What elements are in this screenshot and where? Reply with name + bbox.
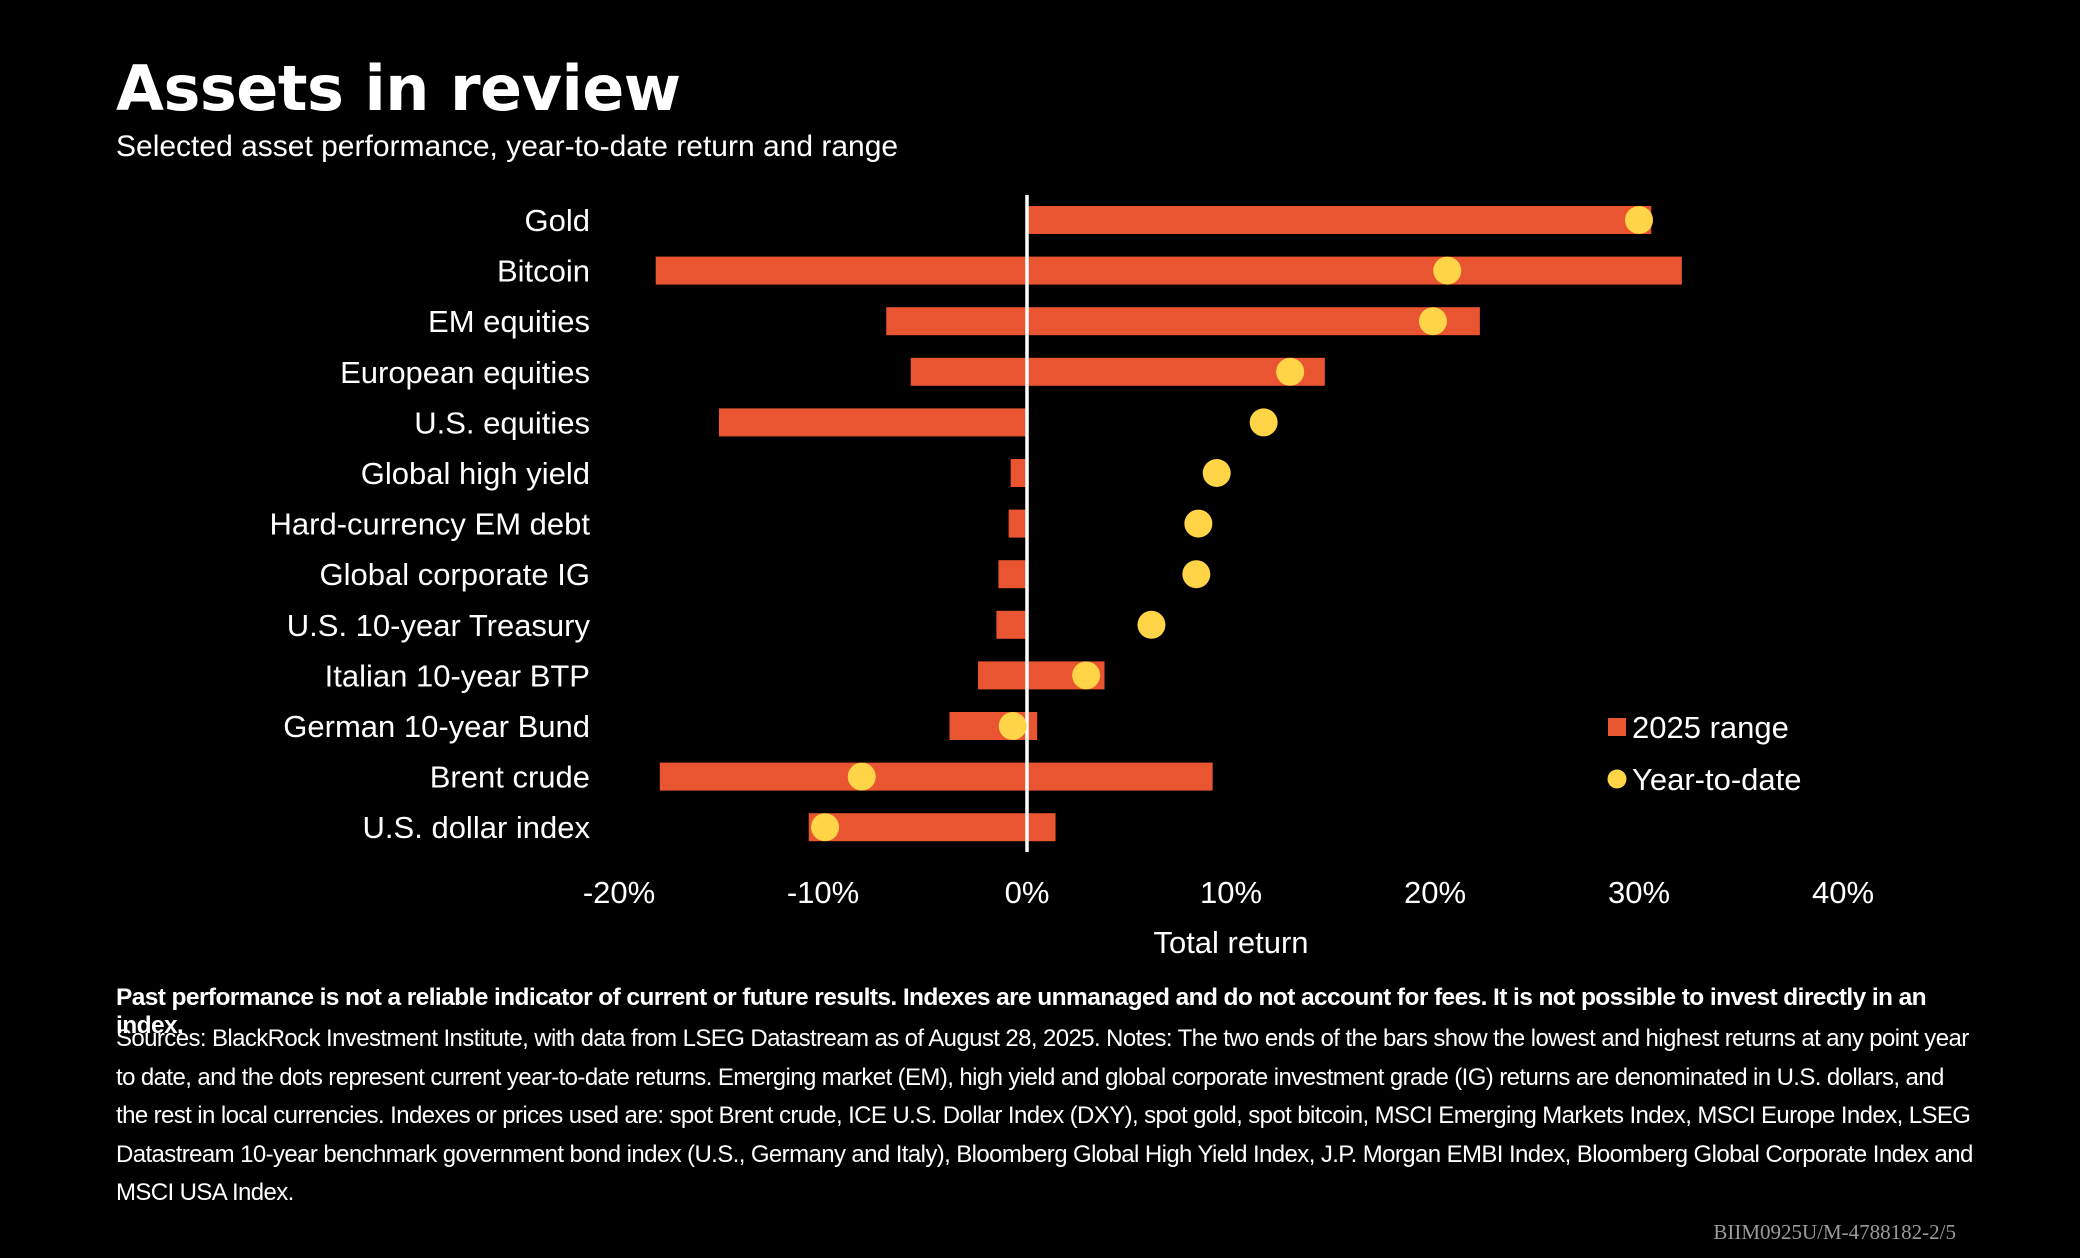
range-chart: Gold Bitcoin EM equities European equities U… bbox=[270, 195, 1874, 960]
legend: 2025 range Year-to-date bbox=[1607, 710, 1801, 797]
range-bar bbox=[1027, 206, 1652, 234]
chart-subtitle: Selected asset performance, year-to-date… bbox=[116, 130, 899, 163]
sources-notes: Sources: BlackRock Investment Institute,… bbox=[116, 1025, 1973, 1206]
x-tick-label: -20% bbox=[583, 875, 655, 910]
category-label: EM equities bbox=[428, 304, 590, 339]
range-bars bbox=[655, 206, 1682, 842]
category-label: European equities bbox=[340, 355, 590, 390]
chart-title: Assets in review bbox=[116, 52, 681, 125]
ytd-dot bbox=[1202, 459, 1231, 487]
x-axis-title: Total return bbox=[1153, 925, 1308, 960]
ytd-dot bbox=[1625, 206, 1653, 234]
x-tick-label: -10% bbox=[787, 875, 859, 910]
category-label: Brent crude bbox=[430, 760, 590, 795]
ytd-dot bbox=[1137, 610, 1166, 639]
x-tick-label: 0% bbox=[1005, 875, 1050, 910]
x-tick-labels: -20% -10% 0% 10% 20% 30% 40% bbox=[583, 875, 1874, 910]
ytd-dots bbox=[811, 206, 1653, 842]
range-bar bbox=[808, 813, 1056, 842]
range-bar bbox=[655, 256, 1682, 285]
ytd-dot bbox=[1072, 661, 1101, 690]
category-label: Gold bbox=[525, 203, 590, 238]
x-tick-label: 30% bbox=[1608, 875, 1670, 910]
range-bar bbox=[886, 307, 1480, 336]
category-label: German 10-year Bund bbox=[283, 709, 590, 744]
category-label: U.S. dollar index bbox=[363, 810, 591, 845]
category-label: Global corporate IG bbox=[319, 557, 590, 592]
legend-swatch-ytd bbox=[1607, 769, 1627, 789]
legend-label-ytd: Year-to-date bbox=[1632, 762, 1801, 797]
range-bar bbox=[659, 762, 1213, 791]
ytd-dot bbox=[1276, 357, 1305, 386]
category-label: U.S. equities bbox=[414, 405, 590, 440]
category-label: Italian 10-year BTP bbox=[325, 658, 590, 693]
range-bar bbox=[1008, 509, 1027, 538]
x-tick-label: 40% bbox=[1812, 875, 1874, 910]
ytd-dot bbox=[1418, 307, 1447, 336]
category-labels: Gold Bitcoin EM equities European equities U… bbox=[270, 203, 591, 845]
ytd-dot bbox=[811, 813, 840, 842]
ytd-dot bbox=[1249, 408, 1278, 437]
x-tick-label: 10% bbox=[1200, 875, 1262, 910]
range-bar bbox=[996, 610, 1027, 639]
range-bar bbox=[910, 357, 1325, 386]
category-label: Hard-currency EM debt bbox=[270, 507, 591, 542]
range-bar bbox=[1010, 459, 1027, 487]
ytd-dot bbox=[1433, 256, 1462, 285]
x-tick-label: 20% bbox=[1404, 875, 1466, 910]
range-bar bbox=[718, 408, 1027, 437]
document-code: BIIM0925U/M-4788182-2/5 bbox=[1713, 1220, 1956, 1244]
legend-label-range: 2025 range bbox=[1632, 710, 1789, 745]
category-label: Global high yield bbox=[361, 456, 590, 491]
range-bar bbox=[998, 560, 1027, 589]
ytd-dot bbox=[847, 762, 876, 791]
category-label: Bitcoin bbox=[497, 254, 590, 289]
legend-swatch-range bbox=[1608, 718, 1626, 736]
ytd-dot bbox=[1184, 509, 1213, 538]
category-label: U.S. 10-year Treasury bbox=[287, 608, 591, 643]
performance-disclaimer: Past performance is not a reliable indic… bbox=[116, 984, 1927, 1039]
ytd-dot bbox=[1182, 560, 1211, 589]
ytd-dot bbox=[998, 712, 1027, 740]
